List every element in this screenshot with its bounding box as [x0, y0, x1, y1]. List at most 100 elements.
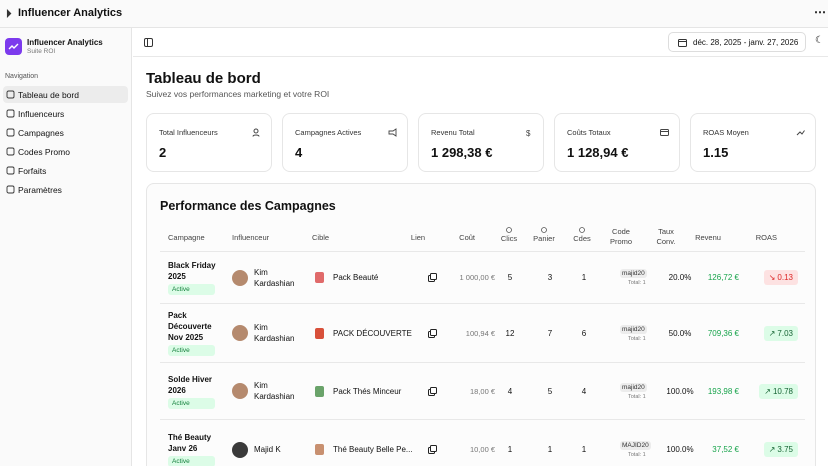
- icon: $: [526, 129, 531, 137]
- trend-arrow: ↗: [768, 445, 776, 454]
- column-header: Clics: [500, 234, 518, 243]
- influencer-cell: Kim Kardashian: [232, 363, 312, 419]
- theme-toggle[interactable]: ☾: [815, 35, 824, 46]
- nav-label: Campagnes: [18, 127, 64, 138]
- roas-value: 7.03: [777, 328, 793, 338]
- column-header: Influenceur: [232, 233, 270, 242]
- sidebar-toggle[interactable]: [144, 38, 153, 47]
- target-name: Pack Beauté: [333, 273, 379, 282]
- icon[interactable]: [428, 386, 437, 396]
- menu-button[interactable]: ⋯: [814, 5, 826, 19]
- roas-cell: ↗ 7.03: [750, 304, 798, 362]
- roas-badge: ↗ 10.78: [759, 383, 798, 399]
- icon: [388, 128, 397, 137]
- promo-code: majid20: [620, 324, 647, 334]
- brand-tagline: Suite ROI: [27, 48, 56, 55]
- influencer-cell: Kim Kardashian: [232, 304, 312, 362]
- column-header: Cible: [312, 233, 330, 242]
- nav-label: Tableau de bord: [18, 89, 79, 100]
- kpi-value: 2: [159, 145, 167, 160]
- column-header: Panier: [533, 234, 555, 243]
- influencer-name: Majid K: [254, 445, 281, 454]
- cost: 18,00 €: [469, 386, 495, 396]
- app-bar: ⏵ Influencer Analytics ⋯: [0, 0, 828, 28]
- date-range-button[interactable]: déc. 28, 2025 - janv. 27, 2026: [668, 32, 806, 52]
- nav-label: Influenceurs: [18, 108, 65, 119]
- target-cell: Pack Beauté: [315, 252, 415, 303]
- kpi-value: 1.15: [703, 145, 729, 160]
- nav-item[interactable]: Influenceurs: [3, 105, 128, 122]
- icon: [6, 90, 15, 99]
- revenue: 709,36 €: [707, 328, 739, 338]
- status-badge: Active: [168, 284, 215, 295]
- conversion: 20.0%: [668, 273, 692, 282]
- kpi-label: ROAS Moyen: [703, 128, 749, 137]
- influencer-cell: Kim Kardashian: [232, 252, 312, 303]
- roas-value: 10.78: [772, 386, 793, 396]
- roas-value: 3.75: [777, 445, 793, 454]
- icon: [660, 129, 669, 136]
- clicks: 12: [505, 328, 515, 338]
- promo-code: majid20: [620, 269, 647, 278]
- nav-item[interactable]: Codes Promo: [3, 143, 128, 160]
- nav-label: Forfaits: [18, 165, 47, 176]
- icon: [541, 227, 547, 233]
- kpi-card: Coûts Totaux 1 128,94 €: [554, 113, 680, 172]
- status-badge: Active: [168, 345, 215, 356]
- column-header: Campagne: [168, 233, 205, 242]
- influencer-name: Kim Kardashian: [254, 381, 295, 401]
- product-icon: [315, 272, 324, 283]
- icon[interactable]: [428, 328, 437, 338]
- icon: [796, 130, 805, 136]
- promo-code: majid20: [620, 382, 647, 392]
- icon[interactable]: [428, 273, 437, 282]
- table-row[interactable]: Pack Découverte Nov 2025 Active Kim Kardas…: [160, 303, 805, 362]
- campaign-name: Thé Beauty Janv 26: [168, 433, 212, 453]
- nav-item[interactable]: Campagnes: [3, 124, 128, 141]
- revenue: 126,72 €: [707, 273, 739, 282]
- table-row[interactable]: Solde Hiver 2026 Active Kim Kardashian Pack…: [160, 362, 805, 419]
- avatar: [232, 269, 248, 286]
- roas-badge: ↘ 0.13: [763, 270, 798, 285]
- conversion: 100.0%: [666, 445, 694, 454]
- roas-cell: ↗ 3.75: [750, 420, 798, 466]
- column-header: Revenu: [695, 233, 721, 242]
- cost: 1 000,00 €: [459, 273, 495, 282]
- status-badge: Active: [168, 397, 215, 409]
- influencer-name: Kim Kardashian: [254, 323, 295, 343]
- nav-section: Navigation: [5, 73, 39, 80]
- campaign-cell: Pack Découverte Nov 2025 Active: [168, 304, 228, 362]
- kpi-label: Coûts Totaux: [567, 128, 611, 137]
- code-cell: MAJID20 Total: 1: [620, 420, 660, 466]
- icon[interactable]: [428, 445, 437, 454]
- svg-text:$: $: [526, 129, 531, 137]
- code-total: Total: 1: [628, 393, 646, 400]
- campaign-name: Solde Hiver 2026: [168, 374, 213, 395]
- nav-item[interactable]: Tableau de bord: [3, 86, 128, 103]
- table-row[interactable]: Thé Beauty Janv 26 Active Majid K Thé Beaut…: [160, 419, 805, 466]
- trend-arrow: ↘: [768, 273, 776, 282]
- nav-label: Paramètres: [18, 184, 62, 195]
- column-header: Lien: [410, 233, 426, 242]
- nav-item[interactable]: Paramètres: [3, 181, 128, 198]
- table-row[interactable]: Black Friday 2025 Active Kim Kardashian Pac…: [160, 251, 805, 303]
- kpi-card: ROAS Moyen 1.15: [690, 113, 816, 172]
- target-name: PACK DÉCOUVERTE: [333, 328, 412, 338]
- target-name: Pack Thés Minceur: [333, 386, 402, 396]
- icon: [506, 227, 512, 233]
- kpi-card: Revenu Total 1 298,38 € $: [418, 113, 544, 172]
- icon: [252, 128, 260, 137]
- app-bar-icon: ⏵: [6, 8, 12, 20]
- brand-name: Influencer Analytics: [27, 38, 103, 47]
- orders: 1: [581, 445, 587, 454]
- roas-badge: ↗ 3.75: [763, 442, 798, 457]
- trend-arrow: ↗: [768, 328, 776, 338]
- trend-arrow: ↗: [764, 386, 771, 396]
- header: déc. 28, 2025 - janv. 27, 2026 ☾: [133, 28, 828, 57]
- table-title: Performance des Campagnes: [160, 199, 336, 213]
- app-title: Influencer Analytics: [18, 7, 123, 19]
- nav-item[interactable]: Forfaits: [3, 162, 128, 179]
- kpi-value: 1 128,94 €: [567, 145, 629, 160]
- cart: 1: [547, 445, 553, 454]
- orders: 4: [581, 386, 587, 396]
